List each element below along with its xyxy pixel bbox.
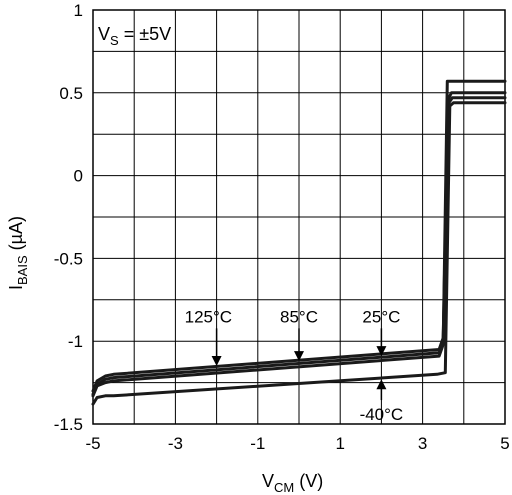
y-axis-title-unit: (µA) xyxy=(6,216,26,255)
y-axis-title: IBAIS (µA) xyxy=(6,216,30,290)
condition-rest: = ±5V xyxy=(119,24,171,44)
y-tick-label: -1.5 xyxy=(54,415,83,434)
condition-annotation: VS = ±5V xyxy=(98,24,171,48)
x-tick-label: 1 xyxy=(335,434,344,453)
label-layer: 125°C 85°C 25°C -40°C xyxy=(185,307,404,424)
y-tick-label: -1 xyxy=(68,332,83,351)
condition-sub: S xyxy=(110,33,119,48)
condition-main: V xyxy=(98,24,110,44)
series-line xyxy=(91,79,507,398)
series-label: 25°C xyxy=(362,307,400,326)
series-label: 85°C xyxy=(280,307,318,326)
y-tick-label: 0 xyxy=(74,167,83,186)
series-label: -40°C xyxy=(360,405,404,424)
y-tick-label: -0.5 xyxy=(54,249,83,268)
grid-layer xyxy=(93,10,505,424)
x-tick-label: 3 xyxy=(418,434,427,453)
label-arrow-head xyxy=(376,346,387,357)
y-axis-title-main: I xyxy=(6,285,26,290)
label-arrow-head xyxy=(294,351,304,362)
x-tick-label: -3 xyxy=(168,434,183,453)
label-arrow-head xyxy=(376,379,387,390)
x-axis-title-sub: CM xyxy=(274,480,294,495)
series-line xyxy=(91,101,507,406)
x-axis-title: VCM (V) xyxy=(262,471,323,495)
x-axis-title-main: V xyxy=(262,471,274,491)
label-arrow-head xyxy=(211,356,222,367)
y-tick-label: 1 xyxy=(74,1,83,20)
x-tick-label: -5 xyxy=(85,434,100,453)
curve-layer xyxy=(91,79,507,406)
plot-frame xyxy=(92,9,506,425)
y-axis-title-sub: BAIS xyxy=(15,255,30,285)
x-tick-label: -1 xyxy=(250,434,265,453)
tick-layer: -5 -3 -1 1 3 5 1 0.5 0 -0.5 -1 -1.5 xyxy=(54,1,510,453)
y-tick-label: 0.5 xyxy=(59,84,83,103)
x-tick-label: 5 xyxy=(500,434,509,453)
series-label: 125°C xyxy=(185,307,232,326)
x-axis-title-unit: (V) xyxy=(294,471,323,491)
